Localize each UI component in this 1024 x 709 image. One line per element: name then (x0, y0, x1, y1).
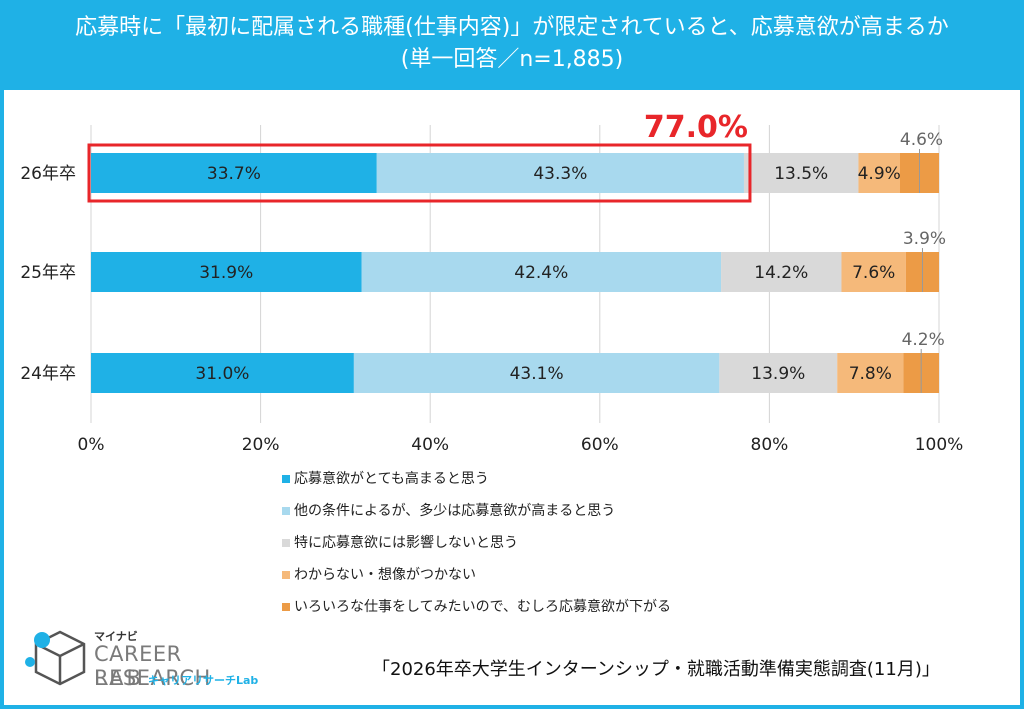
data-label-1-1: 42.4% (514, 263, 568, 283)
data-label-0-0: 33.7% (207, 164, 261, 184)
x-tick-label-0: 0% (78, 435, 105, 455)
data-label-0-4: 4.6% (900, 130, 943, 150)
x-tick-label-5: 100% (915, 435, 964, 455)
legend-label-1: 応募意欲がとても高まると思う (294, 471, 489, 487)
bar-0-0 (91, 153, 377, 193)
bar-0-2 (743, 153, 859, 193)
legend-label-5: いろいろな仕事をしてみたいので、むしろ応募意欲が下がる (294, 599, 672, 615)
x-tick-label-3: 60% (581, 435, 619, 455)
chart-header: 応募時に「最初に配属される職種(仕事内容)」が限定されていると、応募意欲が高まる… (0, 0, 1024, 90)
bar-1-2 (721, 252, 842, 292)
bar-1-1 (361, 252, 722, 292)
x-tick-label-1: 20% (242, 435, 280, 455)
legend-label-4: わからない・想像がつかない (294, 567, 476, 583)
data-label-2-0: 31.0% (195, 364, 249, 384)
brand-mynavi: マイナビ (94, 630, 138, 643)
bar-0-3 (858, 153, 900, 193)
bar-2-0 (91, 353, 354, 393)
highlight-box (87, 143, 752, 203)
legend-label-3: 特に応募意欲には影響しないと思う (294, 535, 518, 551)
category-label-0: 26年卒 (20, 164, 76, 184)
data-label-1-3: 7.6% (852, 263, 895, 283)
data-label-2-2: 13.9% (751, 364, 805, 384)
bar-2-3 (837, 353, 904, 393)
cube-logo-icon (25, 630, 86, 686)
bar-1-3 (841, 252, 906, 292)
data-label-1-2: 14.2% (754, 263, 808, 283)
x-tick-label-2: 40% (411, 435, 449, 455)
bar-0-1 (376, 153, 744, 193)
data-label-0-3: 4.9% (858, 164, 901, 184)
data-label-2-1: 43.1% (510, 364, 564, 384)
brand-logo: マイナビ CAREER RESEARCH LAB キャリアリサーチLab (20, 622, 300, 692)
bar-1-0 (91, 252, 362, 292)
legend-swatch-1 (282, 475, 290, 483)
chart-subtitle: (単一回答／n=1,885) (400, 47, 624, 72)
legend-swatch-5 (282, 603, 290, 611)
legend-swatch-4 (282, 571, 290, 579)
legend-swatch-2 (282, 507, 290, 515)
legend-label-2: 他の条件によるが、多少は応募意欲が高まると思う (294, 503, 616, 519)
data-label-0-1: 43.3% (533, 164, 587, 184)
data-label-1-0: 31.9% (199, 263, 253, 283)
chart-title: 応募時に「最初に配属される職種(仕事内容)」が限定されていると、応募意欲が高まる… (75, 15, 949, 40)
brand-lab: LAB (94, 666, 144, 690)
highlight-total-label: 77.0% (644, 110, 748, 145)
brand-subtitle: キャリアリサーチLab (148, 674, 259, 687)
data-label-2-4: 4.2% (902, 330, 945, 350)
source-note: 「2026年卒大学生インターンシップ・就職活動準備実態調査(11月)」 (372, 659, 940, 680)
bar-2-2 (719, 353, 838, 393)
brand-name: CAREER RESEARCH (94, 642, 211, 690)
category-label-2: 24年卒 (20, 364, 76, 384)
category-label-1: 25年卒 (20, 263, 76, 283)
bar-2-1 (353, 353, 720, 393)
data-label-1-4: 3.9% (903, 229, 946, 249)
x-tick-label-4: 80% (751, 435, 789, 455)
data-label-2-3: 7.8% (849, 364, 892, 384)
legend-swatch-3 (282, 539, 290, 547)
data-label-0-2: 13.5% (774, 164, 828, 184)
